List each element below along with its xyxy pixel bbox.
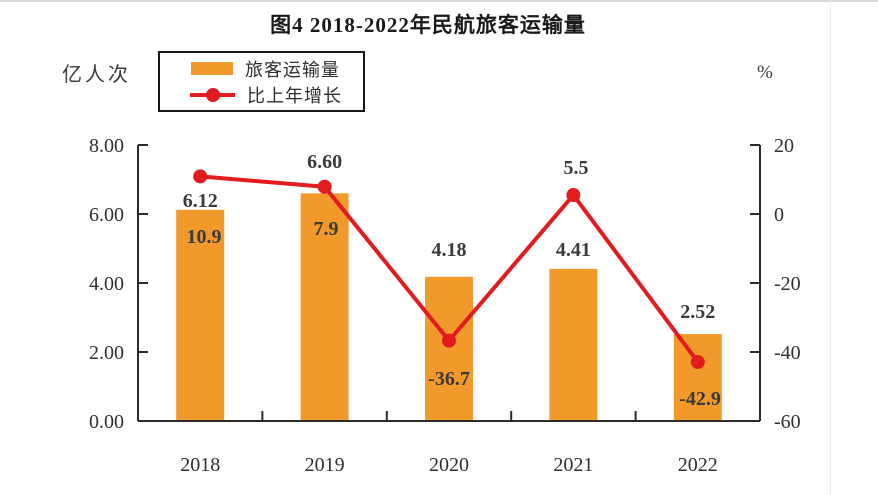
growth-point-2021 <box>566 188 581 203</box>
legend-label-growth-rate: 比上年增长 <box>247 85 342 106</box>
left-axis-tick-label: 4.00 <box>89 273 124 295</box>
bar-2019 <box>300 193 349 421</box>
legend-item-growth-rate: 比上年增长 <box>160 85 363 106</box>
line-series-swatch-icon <box>190 87 235 102</box>
chart-title: 图4 2018-2022年民航旅客运输量 <box>270 13 586 37</box>
growth-point-2018 <box>193 169 208 184</box>
growth-value-label: -42.9 <box>679 388 721 410</box>
right-axis-tick-label: -40 <box>774 342 801 364</box>
left-axis-tick-label: 0.00 <box>89 411 124 433</box>
bar-2021 <box>549 268 598 421</box>
right-axis-tick-label: -60 <box>774 411 801 433</box>
x-axis-category-label: 2021 <box>553 454 593 476</box>
growth-value-label: 10.9 <box>187 226 222 248</box>
left-axis-tick-label: 6.00 <box>89 204 124 226</box>
page-right-edge-line <box>830 0 831 495</box>
growth-point-2022 <box>690 355 705 370</box>
left-axis-unit-label: 亿人次 <box>62 64 131 86</box>
right-axis-tick-label: -20 <box>774 273 801 295</box>
growth-value-label: 5.5 <box>564 157 589 179</box>
left-axis-tick-label: 2.00 <box>89 342 124 364</box>
right-axis-unit-label: % <box>757 62 773 83</box>
bar-value-label: 6.12 <box>183 190 218 212</box>
legend-item-passenger-volume: 旅客运输量 <box>160 59 363 80</box>
x-axis-category-label: 2019 <box>305 454 345 476</box>
left-axis-tick-label: 8.00 <box>89 135 124 157</box>
growth-value-label: -36.7 <box>428 368 470 390</box>
legend-label-passenger-volume: 旅客运输量 <box>245 59 340 80</box>
growth-value-label: 7.9 <box>314 218 339 240</box>
bar-value-label: 6.60 <box>307 151 342 173</box>
growth-point-2020 <box>442 333 456 348</box>
bar-value-label: 4.18 <box>432 239 467 261</box>
legend-box: 旅客运输量 比上年增长 <box>158 51 365 112</box>
bar-value-label: 2.52 <box>680 301 715 323</box>
line-marker-icon <box>205 87 220 102</box>
right-axis-tick-label: 0 <box>774 204 784 226</box>
x-axis-category-label: 2020 <box>429 454 469 476</box>
page-top-edge-line <box>0 0 878 2</box>
bar-series-swatch-icon <box>191 62 233 75</box>
bar-2020 <box>425 276 473 421</box>
growth-point-2019 <box>317 179 332 194</box>
right-axis-tick-label: 20 <box>774 135 794 157</box>
bar-value-label: 4.41 <box>556 239 591 261</box>
bar-2018 <box>176 209 225 421</box>
bar-2022 <box>673 334 722 421</box>
x-axis-category-label: 2018 <box>180 454 220 476</box>
x-axis-category-label: 2022 <box>678 454 718 476</box>
